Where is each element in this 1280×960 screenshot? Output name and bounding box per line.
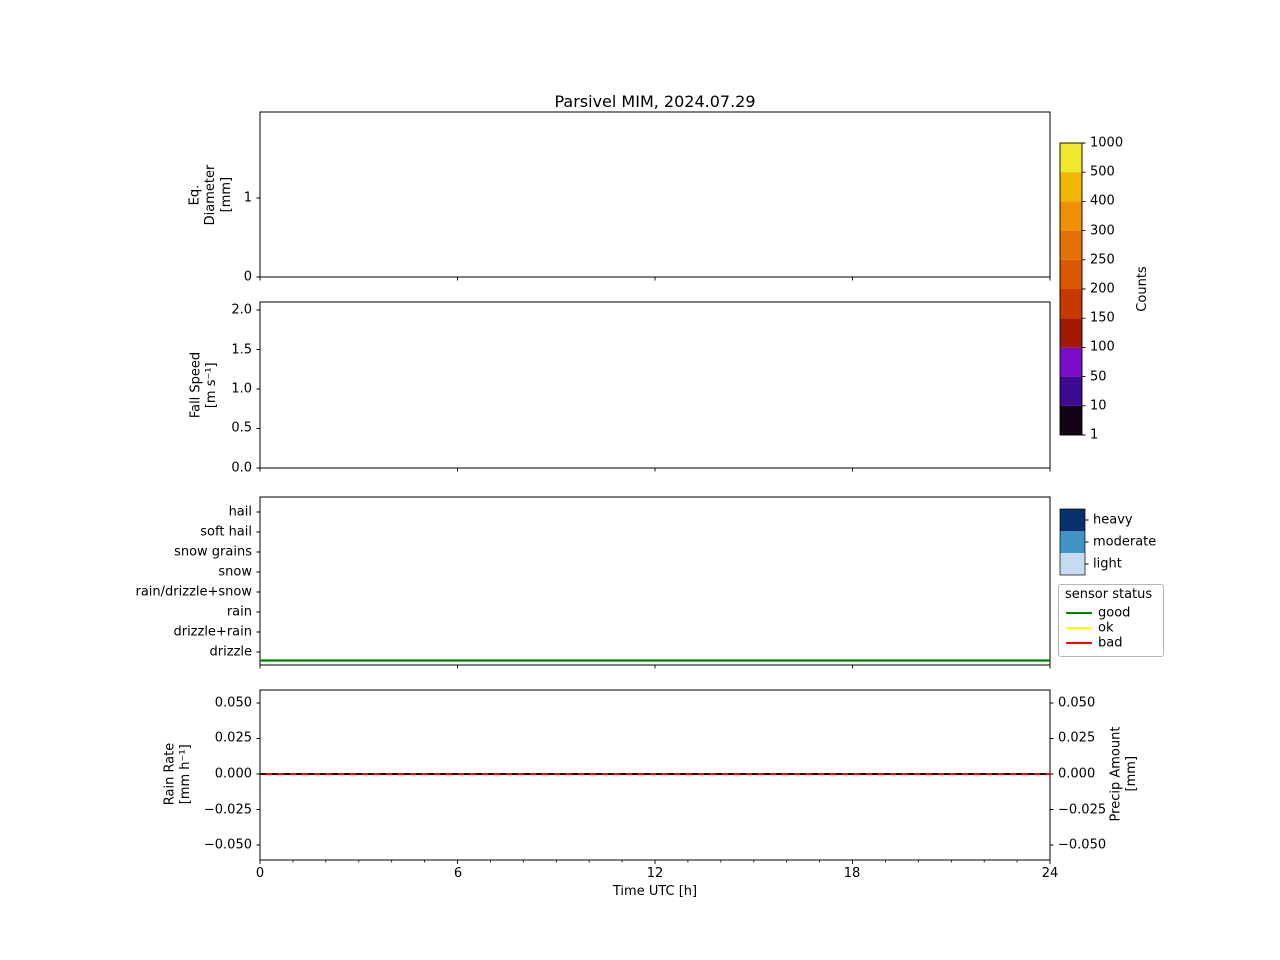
intensity-label-heavy: heavy: [1093, 512, 1133, 528]
colorbar-tick: 250: [1090, 252, 1115, 268]
colorbar-tick: 1: [1090, 427, 1099, 443]
eqdiam-ytick-1: 1: [243, 190, 252, 206]
x-axis-label: Time UTC [h]: [612, 884, 698, 899]
precip-ytick: 0.050: [1058, 695, 1096, 711]
colorbar-seg-250-300: [1060, 230, 1082, 260]
weather-category-hail: hail: [228, 504, 252, 520]
colorbar-tick: 500: [1090, 164, 1115, 180]
colorbar-seg-200-250: [1060, 259, 1082, 289]
sensor-status-legend-title: sensor status: [1065, 587, 1153, 602]
colorbar-tick: 10: [1090, 398, 1107, 414]
weather-category-drizzle: drizzle: [209, 644, 252, 660]
legend-label-bad: bad: [1098, 635, 1123, 651]
weather-category-rain: rain: [226, 604, 252, 620]
fallspeed-axis-label: Fall Speed [m s⁻¹]: [188, 351, 219, 419]
colorbar-tick: 50: [1090, 369, 1107, 385]
figure-title: Parsivel MIM, 2024.07.29: [554, 92, 756, 111]
fallspeed-ytick: 1.5: [231, 342, 252, 358]
legend-label-ok: ok: [1098, 620, 1114, 636]
minor-ticks: [292, 860, 1018, 863]
fallspeed-ytick: 2.0: [231, 302, 252, 318]
fallspeed-ytick: 1.0: [231, 381, 252, 397]
intensity-label-light: light: [1093, 556, 1122, 572]
intensity-ticks: [1085, 519, 1089, 565]
eqdiam-ytick-0: 0: [243, 269, 252, 285]
rainrate-axis-label: Rain Rate [mm h⁻¹]: [162, 742, 193, 806]
xtick-24: 24: [1041, 866, 1059, 881]
colorbar-axis-label: Counts: [1135, 266, 1151, 312]
colorbar-seg-100-150: [1060, 318, 1082, 348]
colorbar-seg-1-10: [1060, 405, 1082, 435]
intensity-light-patch: [1060, 553, 1085, 575]
xtick-0: 0: [255, 866, 265, 881]
colorbar-seg-150-200: [1060, 289, 1082, 319]
colorbar-seg-50-100: [1060, 347, 1082, 377]
colorbar-seg-500-1000: [1060, 143, 1082, 173]
eqdiam-axis-label: Eq. Diameter [mm]: [187, 164, 234, 226]
panel-eq-diameter-frame: [259, 111, 1051, 278]
rainrate-ytick: −0.050: [203, 837, 252, 853]
rainrate-ytick: 0.050: [214, 695, 252, 711]
weather-category-rain-drizzle-snow: rain/drizzle+snow: [135, 584, 253, 600]
weather-category-snow: snow: [218, 564, 252, 580]
colorbar-seg-400-500: [1060, 172, 1082, 202]
precip-amount-axis-label: Precip Amount [mm]: [1108, 726, 1139, 822]
panel-weather-code-frame: [259, 496, 1051, 666]
xtick-12: 12: [646, 866, 664, 881]
fallspeed-ytick: 0.5: [231, 420, 252, 436]
precip-ytick: 0.025: [1058, 730, 1096, 746]
xtick-18: 18: [843, 866, 861, 881]
colorbar-tick: 150: [1090, 310, 1115, 326]
major-ticks: [256, 197, 1054, 864]
weather-category-drizzle-rain: drizzle+rain: [173, 624, 252, 640]
rainrate-ytick: 0.025: [214, 730, 252, 746]
colorbar-ticks: [1082, 142, 1086, 436]
intensity-label-moderate: moderate: [1093, 534, 1157, 550]
intensity-moderate-patch: [1060, 531, 1085, 553]
sensor-status-legend: [1058, 584, 1164, 657]
colorbar-tick: 100: [1090, 339, 1115, 355]
intensity-heavy-patch: [1060, 509, 1085, 531]
panel-fall-speed-frame: [259, 301, 1051, 469]
weather-category-snow-grains: snow grains: [174, 544, 252, 560]
xtick-6: 6: [453, 866, 463, 881]
fallspeed-ytick: 0.0: [231, 460, 252, 476]
colorbar-tick: 400: [1090, 193, 1115, 209]
weather-category-soft-hail: soft hail: [200, 524, 252, 540]
rainrate-ytick: −0.025: [203, 802, 252, 818]
precip-ytick: 0.000: [1058, 766, 1096, 782]
legend-label-good: good: [1098, 605, 1131, 621]
colorbar-tick: 300: [1090, 223, 1115, 239]
colorbar-tick: 1000: [1090, 135, 1124, 151]
rainrate-ytick: 0.000: [214, 766, 252, 782]
colorbar-seg-10-50: [1060, 376, 1082, 406]
colorbar-seg-300-400: [1060, 201, 1082, 231]
colorbar-tick: 200: [1090, 281, 1115, 297]
precip-ytick: −0.025: [1058, 802, 1107, 818]
precip-ytick: −0.050: [1058, 837, 1107, 853]
